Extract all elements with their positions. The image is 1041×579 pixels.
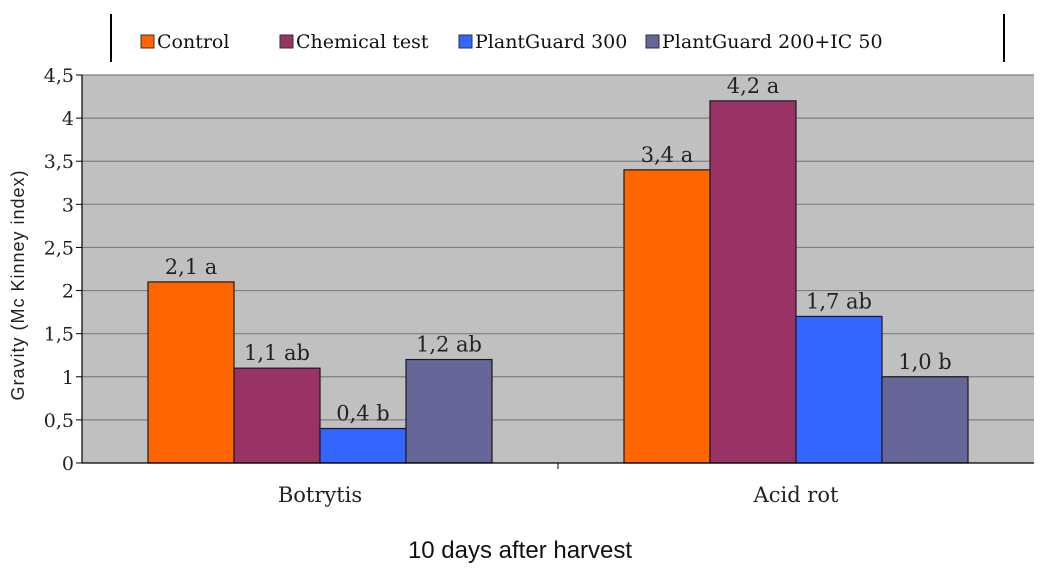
legend-swatch — [458, 34, 473, 49]
bar-data-label: 0,4 b — [336, 402, 390, 426]
y-tick-label: 3,5 — [44, 151, 74, 173]
x-category-label: Acid rot — [753, 483, 839, 507]
y-axis-title: Gravity (Mc Kinney index) — [8, 169, 28, 400]
bar — [147, 281, 235, 464]
legend-swatch — [140, 34, 155, 49]
bar — [405, 358, 493, 464]
y-tick-label: 2,5 — [44, 237, 74, 259]
bar-data-label: 3,4 a — [641, 143, 694, 167]
bar-data-label: 1,1 ab — [244, 341, 310, 365]
legend-label: Control — [157, 31, 229, 53]
axes — [81, 75, 1034, 469]
bar — [233, 367, 321, 464]
legend: Control Chemical test PlantGuard 300 PlantG… — [140, 31, 883, 53]
bar-labels: 2,1 a 1,1 ab 0,4 b 1,2 ab 3,4 a 4,2 a 1,7 ab 1,… — [165, 74, 952, 426]
legend-swatch — [645, 34, 660, 49]
y-tick-label: 0 — [62, 453, 74, 475]
y-tick-label: 4 — [62, 108, 74, 130]
bars — [147, 100, 969, 464]
bar — [623, 169, 711, 464]
legend-swatch — [279, 34, 294, 49]
bar-data-label: 1,0 b — [898, 350, 952, 374]
bar-data-label: 1,2 ab — [416, 333, 482, 357]
x-category-labels: Botrytis Acid rot — [278, 483, 839, 507]
bar-data-label: 1,7 ab — [806, 289, 872, 313]
x-category-label: Botrytis — [278, 483, 362, 507]
legend-label: Chemical test — [296, 31, 429, 53]
legend-label: PlantGuard 200+IC 50 — [662, 31, 883, 53]
y-tick-label: 4,5 — [44, 65, 74, 87]
y-tick-label: 0,5 — [44, 410, 74, 432]
legend-label: PlantGuard 300 — [475, 31, 627, 53]
y-tick-label: 3 — [62, 194, 74, 216]
y-tick-labels: 0 0,5 1 1,5 2 2,5 3 3,5 4 4,5 — [44, 65, 82, 475]
bar — [319, 427, 407, 464]
bar — [709, 100, 797, 464]
bar — [795, 315, 883, 464]
y-tick-label: 2 — [62, 281, 74, 303]
bar-data-label: 2,1 a — [165, 255, 218, 279]
y-tick-label: 1 — [62, 367, 74, 389]
bar — [881, 376, 969, 464]
x-axis-title: 10 days after harvest — [408, 537, 632, 564]
y-tick-label: 1,5 — [44, 324, 74, 346]
bar-data-label: 4,2 a — [727, 74, 780, 98]
